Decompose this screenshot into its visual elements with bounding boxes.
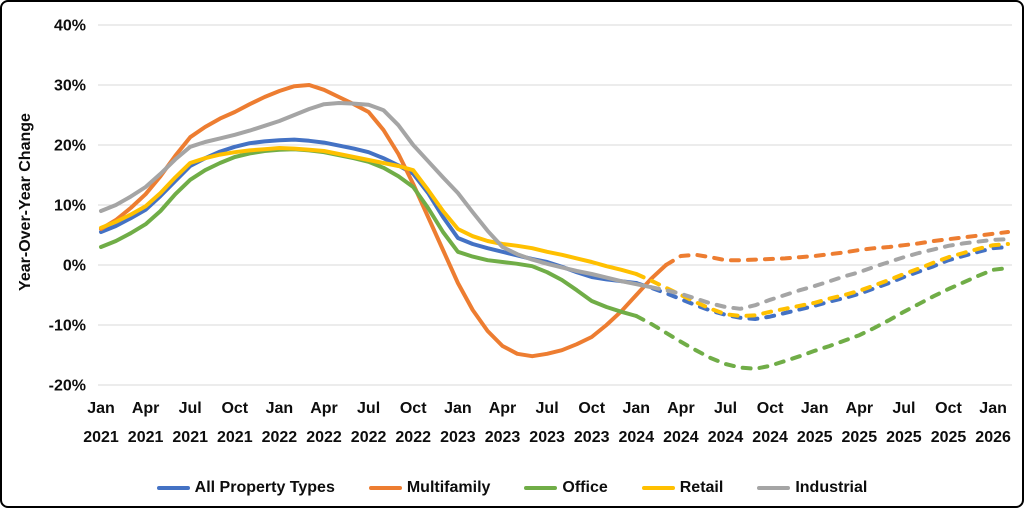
x-tick-month-label: Jan	[87, 400, 115, 417]
x-tick-year-label: 2023	[574, 429, 610, 446]
legend-item-all-property-types: All Property Types	[156, 479, 335, 497]
x-tick-year-label: 2021	[217, 429, 253, 446]
x-tick-month-label: Apr	[310, 400, 338, 417]
series-line-retail-forecast-dashed	[634, 242, 1010, 318]
x-tick-month-label: Apr	[667, 400, 695, 417]
x-axis-tick-labels: Jan 2021 Apr 2021 Jul 2021 Oct 2021 Jan 2022 Apr 20…	[83, 400, 1011, 446]
x-tick-year-label: 2025	[797, 429, 833, 446]
gridlines	[98, 24, 1012, 386]
x-tick-month-label: Oct	[400, 400, 427, 417]
y-tick-label: 20%	[54, 138, 86, 155]
x-tick-year-label: 2023	[485, 429, 521, 446]
x-tick-year-label: 2023	[529, 429, 565, 446]
x-tick-year-label: 2024	[752, 429, 788, 446]
legend-item-office: Office	[524, 479, 608, 497]
x-tick-month-label: Apr	[846, 400, 874, 417]
x-tick-year-label: 2021	[83, 429, 119, 446]
legend-label-office: Office	[562, 479, 608, 496]
series-line-all-property-types-forecast-dashed	[634, 245, 1010, 321]
x-tick-year-label: 2026	[975, 429, 1011, 446]
y-tick-label: 30%	[54, 78, 86, 95]
series-line-office-forecast-dashed	[634, 266, 1010, 371]
series-lines	[99, 83, 1010, 371]
x-tick-month-label: Apr	[489, 400, 517, 417]
legend-line-swatch-office	[524, 485, 558, 491]
legend-label-multifamily: Multifamily	[406, 479, 491, 496]
series-line-multifamily-forecast-dashed	[664, 230, 1010, 267]
legend-line-swatch-retail	[641, 485, 675, 491]
x-tick-year-label: 2024	[663, 429, 699, 446]
legend-label-retail: Retail	[679, 479, 724, 496]
series-line-industrial-forecast-dashed	[649, 237, 1010, 311]
x-tick-year-label: 2022	[306, 429, 342, 446]
y-tick-label: -20%	[49, 378, 86, 395]
y-tick-label: -10%	[49, 318, 86, 335]
legend-line-swatch-multifamily	[368, 485, 402, 491]
x-tick-year-label: 2024	[708, 429, 744, 446]
y-axis-tick-labels: 40% 30% 20% 10% 0% -10% -20%	[49, 18, 86, 395]
x-tick-year-label: 2022	[351, 429, 387, 446]
x-tick-year-label: 2025	[886, 429, 922, 446]
x-tick-month-label: Jan	[444, 400, 472, 417]
y-tick-label: 40%	[54, 18, 86, 35]
x-tick-month-label: Oct	[757, 400, 784, 417]
x-tick-month-label: Jan	[801, 400, 829, 417]
x-tick-month-label: Oct	[221, 400, 248, 417]
x-tick-year-label: 2024	[619, 429, 655, 446]
chart-legend: All Property Types Multifamily Office Retai…	[2, 479, 1022, 497]
x-tick-month-label: Oct	[935, 400, 962, 417]
series-line-retail-solid	[99, 146, 639, 276]
y-axis-title: Year-Over-Year Change	[17, 113, 34, 291]
x-tick-month-label: Jul	[179, 400, 202, 417]
x-tick-month-label: Oct	[578, 400, 605, 417]
y-tick-label: 10%	[54, 198, 86, 215]
series-line-multifamily-solid	[99, 83, 668, 359]
x-tick-year-label: 2021	[172, 429, 208, 446]
x-tick-year-label: 2023	[440, 429, 476, 446]
x-tick-month-label: Jan	[623, 400, 651, 417]
series-line-industrial-solid	[99, 101, 654, 290]
legend-item-industrial: Industrial	[757, 479, 867, 497]
x-tick-year-label: 2022	[395, 429, 431, 446]
x-tick-year-label: 2022	[262, 429, 298, 446]
x-tick-month-label: Jul	[536, 400, 559, 417]
x-tick-month-label: Jul	[892, 400, 915, 417]
legend-line-swatch-all-property-types	[156, 485, 190, 491]
legend-line-swatch-industrial	[757, 485, 791, 491]
x-tick-year-label: 2025	[842, 429, 878, 446]
x-tick-month-label: Jul	[357, 400, 380, 417]
legend-item-retail: Retail	[641, 479, 724, 497]
x-tick-month-label: Jul	[714, 400, 737, 417]
x-tick-month-label: Jan	[979, 400, 1007, 417]
x-tick-year-label: 2025	[931, 429, 967, 446]
x-tick-month-label: Apr	[132, 400, 160, 417]
y-tick-label: 0%	[63, 258, 86, 275]
x-tick-year-label: 2021	[128, 429, 164, 446]
x-tick-month-label: Jan	[266, 400, 294, 417]
legend-label-all-property-types: All Property Types	[194, 479, 335, 496]
legend-label-industrial: Industrial	[795, 479, 868, 496]
legend-item-multifamily: Multifamily	[368, 479, 491, 497]
